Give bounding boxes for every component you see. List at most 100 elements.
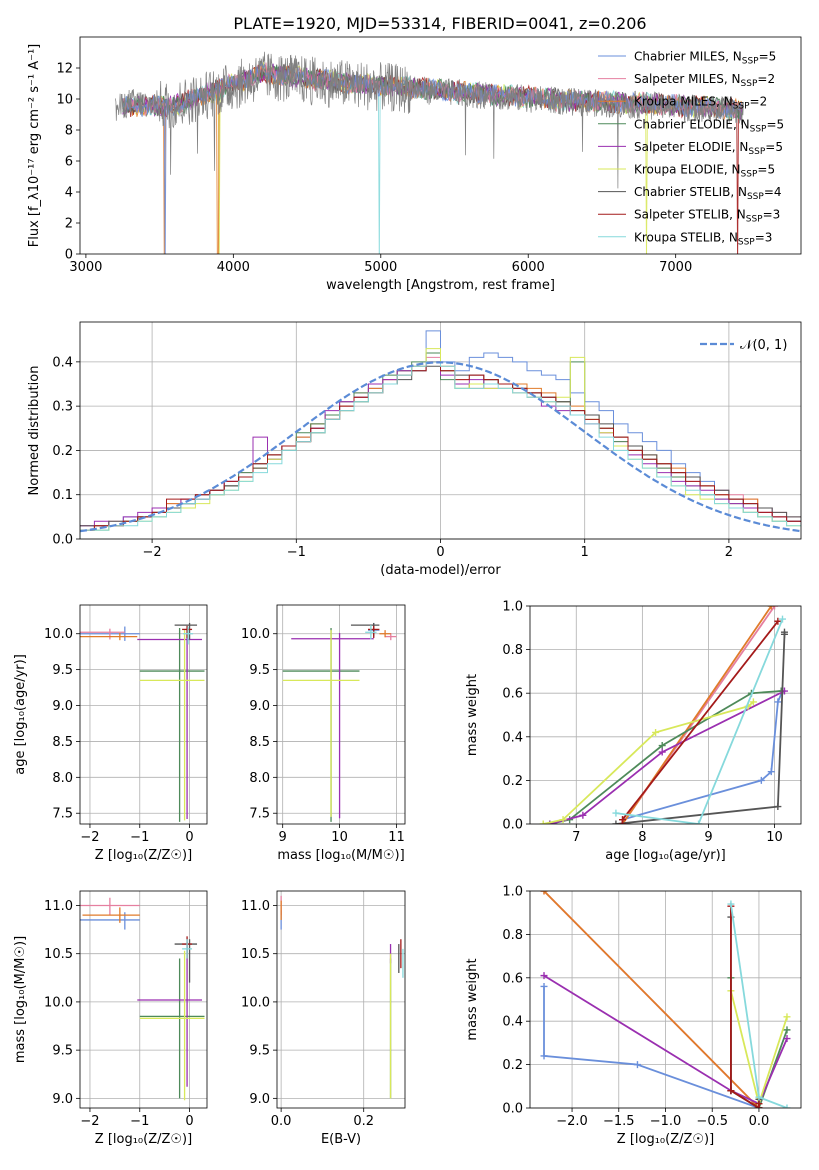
x-tick-label: −1.0: [650, 1114, 682, 1129]
y-tick-label: 9.0: [52, 699, 73, 714]
weight-marker: [658, 748, 666, 756]
y-tick-label: 7.5: [52, 807, 73, 822]
weight-marker: [539, 820, 547, 824]
weight-marker: [767, 606, 775, 610]
plot-area: [539, 606, 788, 824]
errorbar-chabrier_stelib: [174, 622, 198, 640]
errorbar-kroupa_elodie: [139, 630, 205, 821]
y-tick-label: 0.8: [502, 643, 523, 658]
x-tick-label: −2: [80, 1114, 99, 1129]
errorbar-chabrier_elodie: [282, 627, 360, 822]
y-tick-label: 9.5: [52, 1044, 73, 1059]
weight-line-kroupa_stelib: [615, 618, 784, 824]
axes-spine: [276, 890, 406, 1109]
x-axis-label: wavelength [Angstrom, rest frame]: [326, 278, 555, 293]
weight-line-kroupa_miles: [543, 891, 760, 1108]
axes-spine: [79, 604, 208, 825]
x-tick-label: −2: [143, 545, 162, 560]
x-tick-label: −1.5: [603, 1114, 635, 1129]
errorbar-kroupa_stelib: [182, 939, 193, 959]
x-tick-label: −1: [287, 545, 306, 560]
weight-marker: [540, 982, 548, 990]
y-tick-label: 0.4: [52, 355, 73, 370]
x-tick-label: 0.0: [749, 1114, 770, 1129]
x-tick-label: 6000: [512, 260, 545, 275]
x-axis-label: E(B-V): [321, 1132, 361, 1147]
y-tick-label: 0: [65, 248, 73, 263]
panel-mass_weight_vs_age: [530, 605, 801, 825]
axes-spine: [79, 890, 208, 1109]
y-tick-label: 8.5: [52, 735, 73, 750]
errorbar-kroupa_miles: [379, 630, 391, 638]
errorbar-salpeter_elodie: [291, 633, 374, 819]
y-tick-label: 0.0: [52, 533, 73, 548]
axes-spine: [529, 605, 802, 825]
weight-marker: [658, 742, 666, 750]
y-axis-label: mass weight: [465, 674, 480, 756]
x-tick-label: 9: [279, 830, 287, 845]
histogram-step-kroupa_stelib: [80, 361, 801, 539]
y-tick-label: 4: [65, 186, 73, 201]
y-tick-label: 0.2: [52, 444, 73, 459]
figure-title: PLATE=1920, MJD=53314, FIBERID=0041, z=0…: [233, 14, 646, 33]
y-tick-label: 6: [65, 155, 73, 170]
y-tick-label: 8.0: [249, 771, 270, 786]
y-tick-label: 11.0: [44, 899, 73, 914]
weight-marker: [774, 617, 782, 625]
errorbar-kroupa_elodie: [282, 630, 360, 817]
y-axis-label: mass weight: [465, 958, 480, 1040]
x-tick-label: 10: [331, 830, 348, 845]
axes-frame: 0.0 0.2 9.0 9.5 10.0 10.5 11.0 E(B-V): [241, 890, 406, 1147]
axes-frame: −2 −1 0 9.0 9.5 10.0 10.5 11.0 Z [log₁₀(Z/Z☉)] ma…: [13, 890, 208, 1147]
errorbar-kroupa_stelib: [365, 625, 377, 640]
x-tick-label: 0.2: [353, 1114, 374, 1129]
errorbar-salpeter_stelib: [182, 625, 193, 639]
plot-area: [282, 622, 397, 822]
y-tick-label: 1.0: [502, 600, 523, 615]
x-tick-label: 0: [185, 830, 193, 845]
gaussian-curve: [80, 361, 801, 533]
x-tick-label: −1: [130, 1114, 149, 1129]
weight-marker: [612, 809, 620, 817]
weight-marker: [540, 972, 548, 980]
weight-marker: [778, 615, 786, 623]
panel-spectrum: [115, 51, 744, 254]
y-tick-label: 0.8: [502, 928, 523, 943]
panel-residual_hist: [80, 322, 801, 540]
legend-label: Chabrier ELODIE, NSSP=5: [634, 117, 784, 134]
weight-marker: [774, 698, 782, 706]
errorbar-kroupa_miles: [82, 907, 140, 923]
x-tick-label: −1: [130, 830, 149, 845]
x-tick-label: 5000: [364, 260, 397, 275]
weight-marker: [783, 1013, 791, 1021]
weight-marker: [727, 1087, 735, 1095]
weight-marker: [633, 1061, 641, 1069]
panel-mass_vs_Z: [80, 891, 207, 1108]
y-tick-label: 12: [56, 62, 73, 77]
legend-label: 𝒩(0, 1): [740, 338, 787, 353]
panel-age_vs_Z: [80, 605, 207, 824]
x-tick-label: 3000: [69, 260, 102, 275]
axes-frame: −2 −1 0 7.5 8.0 8.5 9.0 9.5 10.0 Z [log₁₀(Z/Z☉)] a…: [13, 604, 208, 863]
x-axis-label: mass [log₁₀(M/M☉)]: [277, 848, 404, 863]
x-axis-label: age [log₁₀(age/yr)]: [605, 848, 726, 863]
weight-line-salpeter_elodie: [543, 974, 788, 1105]
weight-marker: [749, 698, 757, 706]
y-tick-label: 10.0: [44, 627, 73, 642]
axes-frame: −2 −1 0 1 2 0.0 0.1 0.2 0.3 0.4 (data-model)/error…: [27, 321, 802, 578]
y-axis-label: Flux [f_λ10⁻¹⁷ erg cm⁻² s⁻¹ A⁻¹]: [27, 44, 42, 248]
axes-spine: [79, 36, 802, 255]
errorbar-kroupa_miles: [80, 633, 138, 641]
weight-marker: [783, 1104, 791, 1108]
y-tick-label: 9.5: [52, 663, 73, 678]
y-tick-label: 0.1: [52, 488, 73, 503]
axes-frame: −2.0 −1.5 −1.0 −0.5 0.0 0.0 0.2 0.4 0.6 0.8 1.0 Z […: [465, 885, 802, 1147]
x-axis-label: Z [log₁₀(Z/Z☉)]: [95, 848, 192, 863]
x-axis-label: (data-model)/error: [380, 563, 501, 578]
y-tick-label: 0.2: [502, 1058, 523, 1073]
y-tick-label: 10.0: [44, 995, 73, 1010]
weight-marker: [559, 816, 567, 824]
axes-spine: [529, 890, 802, 1109]
axes-frame: 7 8 9 10 0.0 0.2 0.4 0.6 0.8 1.0 age [log₁₀(age/yr…: [465, 600, 802, 863]
